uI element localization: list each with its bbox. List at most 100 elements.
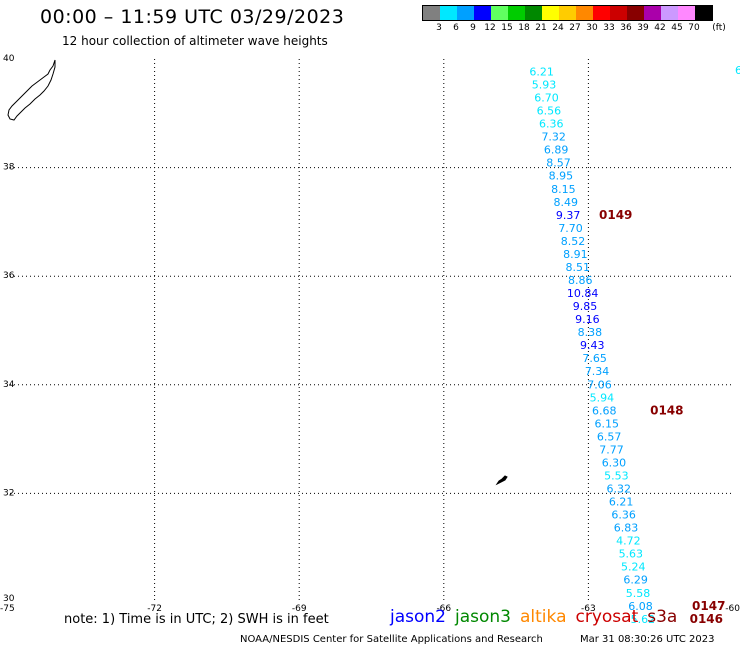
swh-observation: 7.65 [582,352,607,365]
swh-observation: 8.91 [563,248,588,261]
swh-observation: 6.32 [607,483,632,496]
swh-observation: 5.58 [626,587,651,600]
swh-observation: 6.15 [594,417,619,430]
swh-observation: 9.43 [580,339,605,352]
legend-bin-label: 36 [620,23,632,33]
generation-timestamp: Mar 31 08:30:26 UTC 2023 [580,634,715,645]
chart-subtitle: 12 hour collection of altimeter wave hei… [62,34,328,48]
swh-observation: 8.15 [551,183,576,196]
lon-tick-label: -66 [436,604,451,614]
legend-bin-label: 24 [552,23,564,33]
swh-observation: 8.51 [566,261,591,274]
lat-tick-label: 38 [3,163,15,173]
swh-observation: 8.95 [549,170,574,183]
swh-observation: 7.70 [558,222,583,235]
legend-bin-label: 9 [470,23,476,33]
swh-observation: 5.94 [590,391,615,404]
legend-swatch [491,6,508,20]
lon-tick-label: -69 [292,604,307,614]
swh-observation: 6.21 [529,65,554,78]
swh-observation: 9.16 [575,313,600,326]
pass-time-label: 0148 [650,403,683,417]
mission-name: jason3 [455,607,511,627]
swh-observation: 6.36 [539,118,564,131]
swh-observation: 6.36 [611,509,636,522]
legend-swatch [695,6,712,20]
swh-observation: 8.57 [546,157,571,170]
legend-bin-label: 33 [603,23,615,33]
legend-swatches [422,5,713,21]
legend-unit: (ft) [712,23,726,33]
swh-observation: 6.89 [544,144,569,157]
swh-observation: 6.68 [592,404,617,417]
legend-swatch [610,6,627,20]
swh-observation: 6.83 [614,522,639,535]
lat-tick-label: 34 [3,380,15,390]
swh-observation: 9.85 [573,300,598,313]
legend-swatch [559,6,576,20]
pass-time-label: 0147 [692,599,725,613]
legend-bin-label: 18 [518,23,530,33]
color-legend: 3 6 9 12 15 18 21 24 27 30 33 36 39 42 45 70 (ft) [422,5,726,35]
observations-layer: 6.215.936.706.566.367.326.898.578.958.15… [529,64,740,626]
lat-tick-label: 40 [3,54,15,64]
swh-observation: 6.30 [602,456,627,469]
mission-name: s3a [647,607,678,627]
pass-time-label: 0149 [599,208,632,222]
legend-labels: 3 6 9 12 15 18 21 24 27 30 33 36 39 42 45 70 (ft) [422,21,726,35]
bermuda-island [495,475,508,486]
swh-observation: 8.38 [578,326,603,339]
legend-bin-label: 42 [654,23,666,33]
swh-observation: 7.34 [585,365,610,378]
swh-observation: 7.06 [587,378,612,391]
swh-observation: 8.52 [561,235,586,248]
coastline-outline [7,59,508,486]
swh-observation: 6.70 [534,92,559,105]
legend-swatch [542,6,559,20]
swh-observation: 9.37 [556,209,581,222]
pass-time-label: 0146 [690,612,723,626]
swh-observation: 6.56 [537,105,562,118]
lat-tick-label: 30 [3,594,15,604]
legend-bin-label: 12 [484,23,496,33]
legend-swatch [423,6,440,20]
legend-bin-label: 39 [637,23,649,33]
swh-observation: 5.62 [631,613,656,626]
axis-tick-labels: -75 -72 -69 -66 -63 -60 30 32 34 36 38 40 [0,54,740,614]
swh-observation: 5.63 [619,548,644,561]
swh-observation: 5.53 [604,469,629,482]
lon-tick-label: -60 [725,604,740,614]
legend-swatch [576,6,593,20]
legend-swatch [474,6,491,20]
lat-lon-grid [10,59,733,602]
legend-bin-label: 21 [535,23,547,33]
chart-title: 00:00 – 11:59 UTC 03/29/2023 [40,6,345,28]
legend-swatch [678,6,695,20]
lat-tick-label: 36 [3,271,15,281]
footer-note: note: 1) Time is in UTC; 2) SWH is in fe… [64,612,329,627]
legend-swatch [644,6,661,20]
swh-observation: 8.49 [553,196,578,209]
credit-line: NOAA/NESDIS Center for Satellite Applica… [240,634,543,645]
swh-observation: 6.57 [597,430,622,443]
mission-name: jason2 [390,607,446,627]
nova-scotia-coast [7,59,56,121]
mission-name: altika [520,607,567,627]
legend-swatch [593,6,610,20]
lon-tick-label: -75 [0,604,15,614]
legend-bin-label: 30 [586,23,598,33]
legend-swatch [525,6,542,20]
mission-legend: jason2 jason3 altika cryosat s3a [390,607,686,627]
legend-bin-label: 15 [501,23,513,33]
legend-swatch [457,6,474,20]
legend-swatch [508,6,525,20]
swh-observation: 6.29 [623,574,648,587]
swh-observation: 5.24 [621,561,646,574]
legend-bin-label: 70 [688,23,700,33]
lon-tick-label: -63 [581,604,596,614]
legend-bin-label: 6 [453,23,459,33]
lat-tick-label: 32 [3,488,14,498]
legend-swatch [661,6,678,20]
